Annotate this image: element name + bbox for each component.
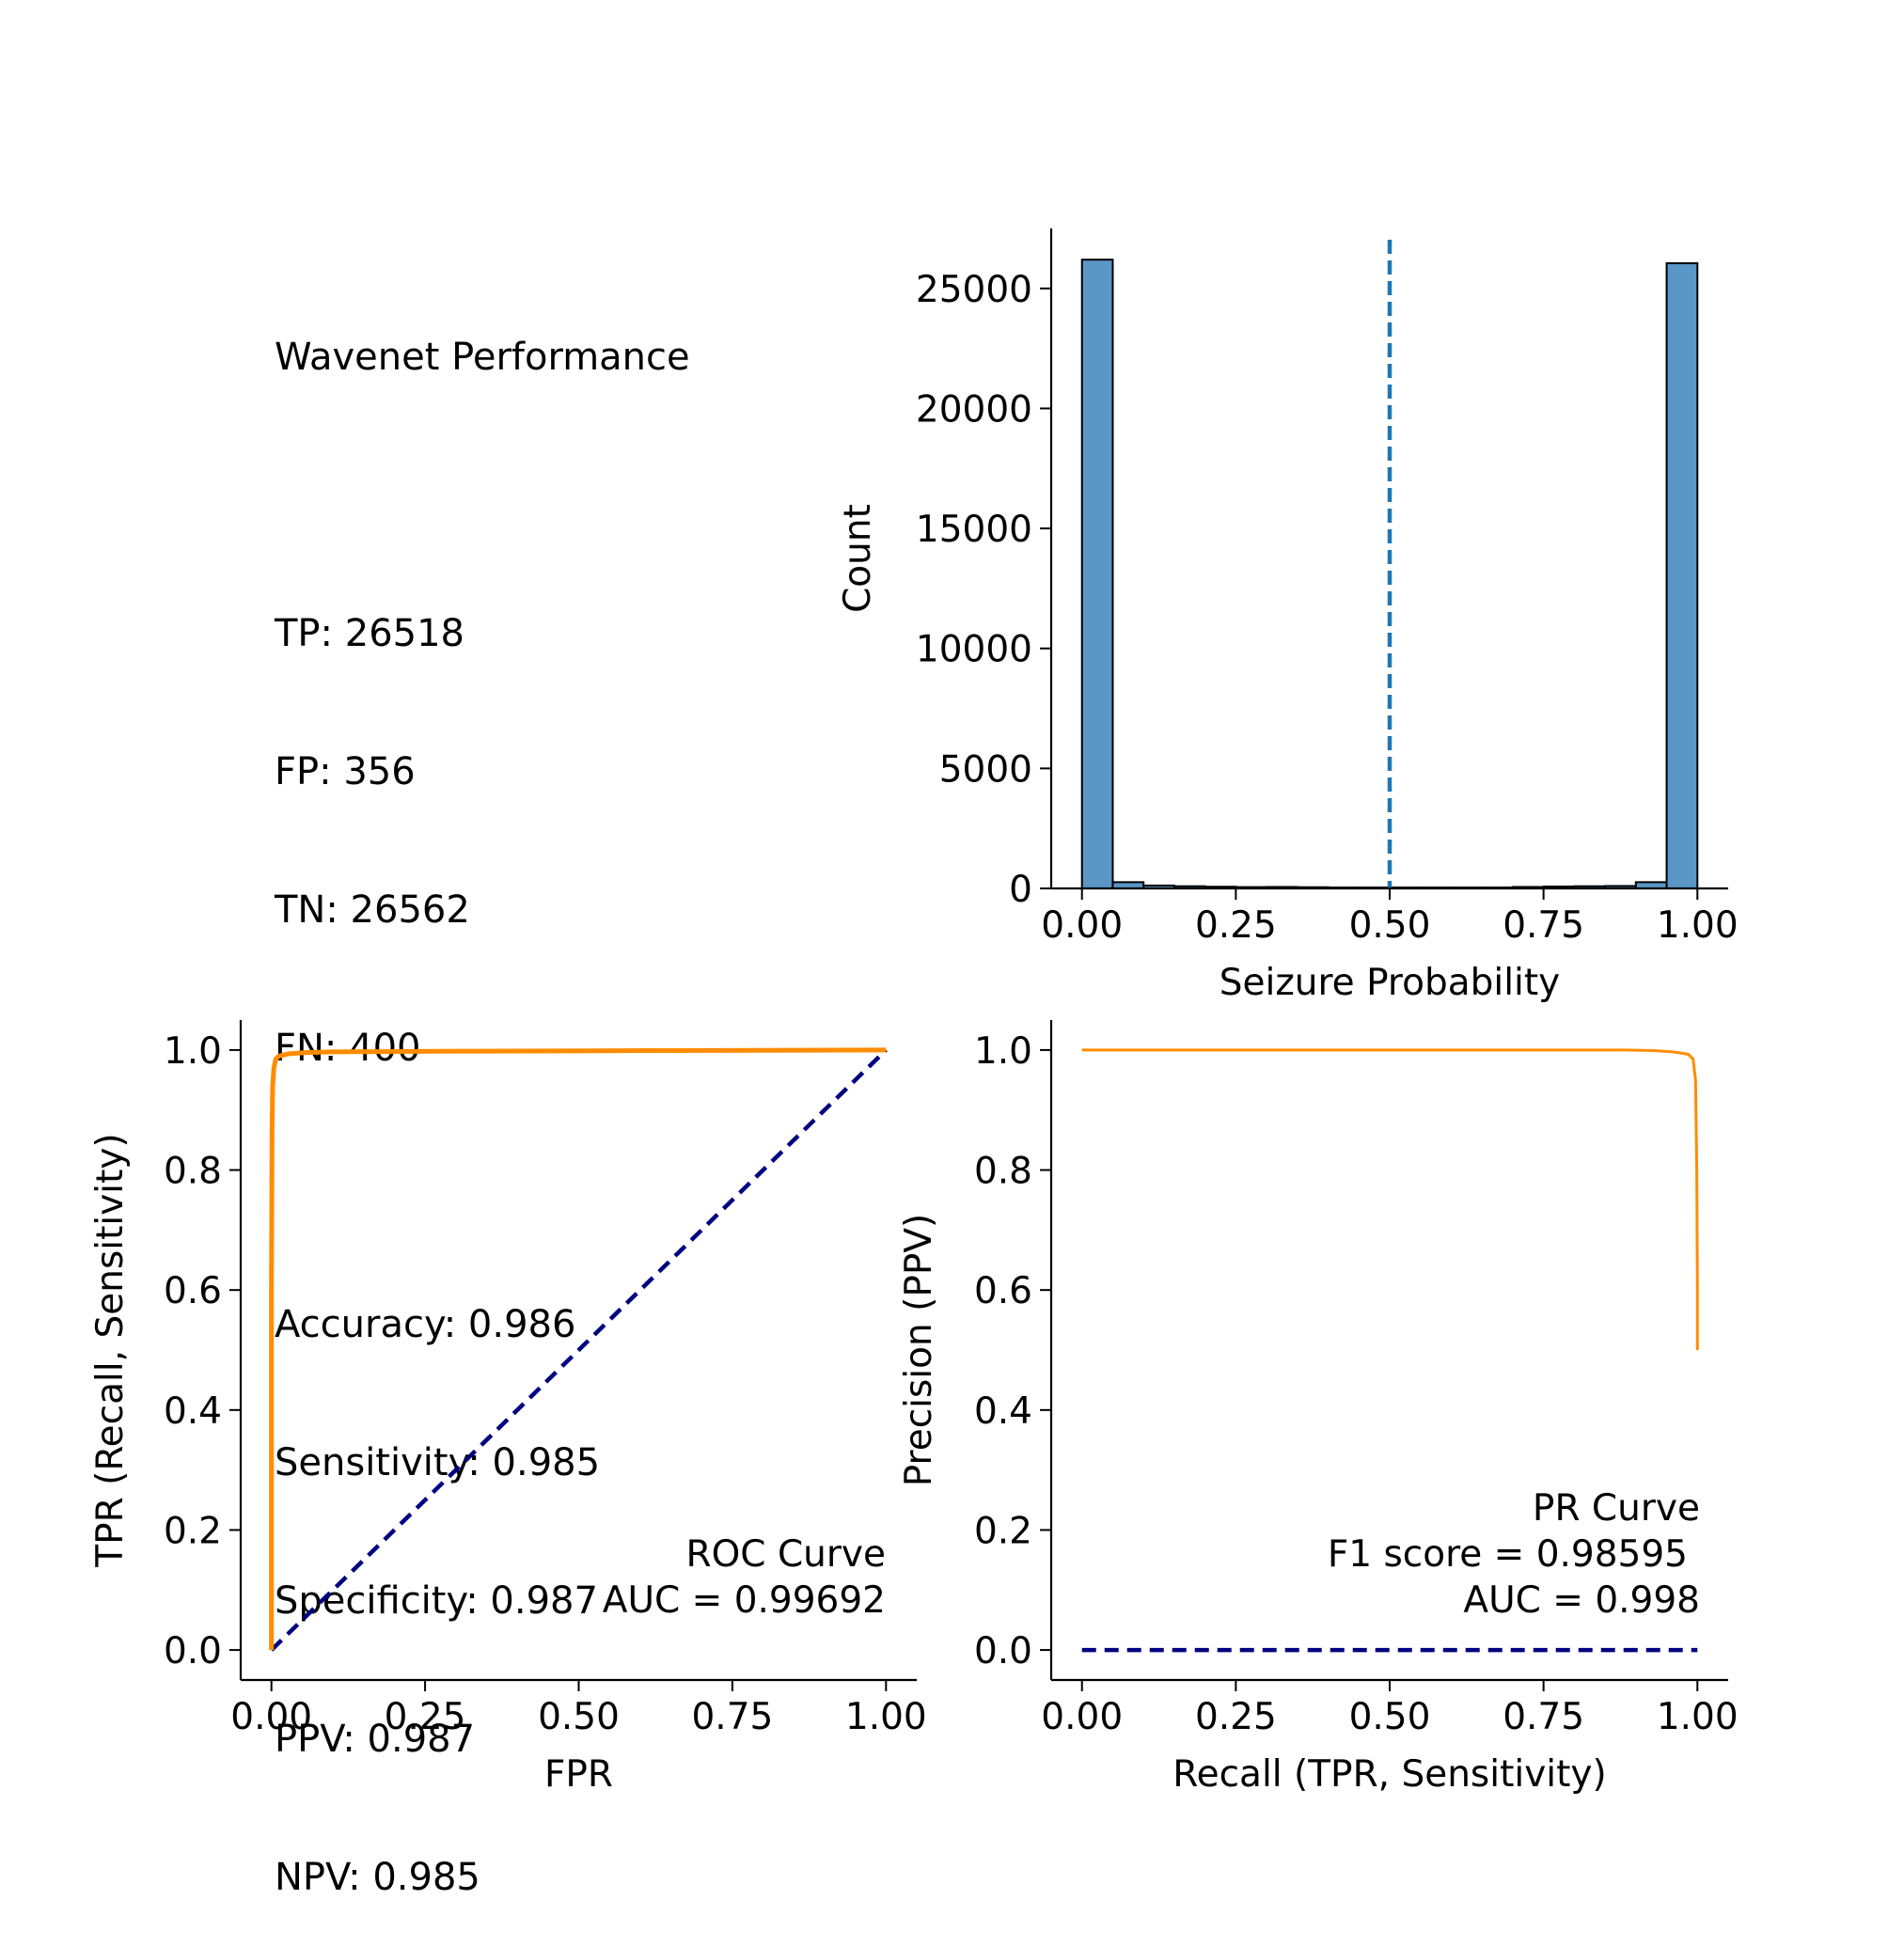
histogram-x-tick-label: 0.50: [1349, 904, 1431, 947]
stat-tn: TN: 26562: [275, 888, 470, 932]
histogram-x-tick-label: 0.75: [1503, 904, 1584, 947]
pr-x-tick-label: 0.25: [1195, 1696, 1277, 1738]
roc-y-tick-label: 0.4: [164, 1390, 222, 1433]
roc-x-tick-label: 1.00: [845, 1696, 927, 1738]
histogram-y-tick-label: 20000: [916, 388, 1032, 431]
histogram-x-tick-label: 0.00: [1041, 904, 1123, 947]
pr-x-tick-label: 0.50: [1349, 1696, 1431, 1738]
roc-annotation-title: ROC Curve: [686, 1533, 886, 1576]
roc-x-tick-label: 0.00: [230, 1696, 312, 1738]
histogram-y-tick-label: 10000: [916, 629, 1032, 671]
pr-y-tick-label: 0.8: [974, 1151, 1032, 1193]
roc-y-tick-label: 0.8: [164, 1151, 222, 1193]
roc-chance-line: [270, 1048, 888, 1652]
histogram-x-tick-label: 0.25: [1195, 904, 1277, 947]
pr-y-tick-label: 0.4: [974, 1390, 1032, 1433]
pr-x-tick-label: 0.75: [1503, 1696, 1584, 1738]
stat-fp: FP: 356: [275, 750, 416, 793]
pr-annotation-auc: AUC = 0.998: [1463, 1579, 1700, 1622]
stats-panel: Wavenet Performance TP: 26518 FP: 356 TN…: [275, 243, 690, 1947]
pr-x-axis-label: Recall (TPR, Sensitivity): [1172, 1753, 1606, 1796]
roc-curve: [269, 1047, 887, 1651]
pr-y-tick-label: 0.2: [974, 1510, 1032, 1552]
pr-curve: [1081, 1048, 1699, 1350]
roc-x-tick-label: 0.75: [691, 1696, 773, 1738]
stats-title: Wavenet Performance: [275, 336, 690, 379]
stat-sensitivity: Sensitivity: 0.985: [275, 1441, 601, 1484]
roc-y-tick-label: 0.0: [164, 1630, 222, 1672]
histogram-x-axis-label: Seizure Probability: [1220, 962, 1561, 1004]
stat-npv: NPV: 0.985: [275, 1856, 480, 1899]
roc-x-tick-label: 0.25: [385, 1696, 466, 1738]
histogram-y-axis-label: Count: [837, 504, 879, 613]
figure: 0.00 0.25 0.50 0.75 1.00 0 5000 10000 15000 20000…: [89, 228, 1739, 1796]
stat-fn: FN: 400: [275, 1027, 421, 1070]
pr-y-axis-label: Precision (PPV): [898, 1214, 940, 1487]
pr-annotation-title: PR Curve: [1533, 1487, 1700, 1530]
histogram-bar: [1080, 259, 1114, 890]
stat-accuracy: Accuracy: 0.986: [275, 1303, 576, 1346]
roc-y-tick-label: 0.6: [164, 1270, 222, 1312]
stat-tp: TP: 26518: [275, 612, 464, 655]
pr-x-tick-label: 0.00: [1041, 1696, 1123, 1738]
histogram-x-tick-label: 1.00: [1657, 904, 1739, 947]
histogram-y-tick-label: 0: [1009, 869, 1032, 911]
roc-y-tick-label: 0.2: [164, 1510, 222, 1552]
pr-x-tick-label: 1.00: [1657, 1696, 1739, 1738]
pr-y-tick-label: 1.0: [974, 1030, 1032, 1073]
stat-ppv: PPV: 0.987: [275, 1718, 476, 1761]
roc-y-axis-label: TPR (Recall, Sensitivity): [89, 1133, 132, 1567]
roc-y-tick-label: 1.0: [164, 1030, 222, 1073]
histogram-y-tick-label: 15000: [916, 509, 1032, 551]
pr-y-tick-label: 0.0: [974, 1630, 1032, 1672]
histogram-y-tick-label: 25000: [916, 269, 1032, 311]
pr-y-tick-label: 0.6: [974, 1270, 1032, 1312]
histogram-bar: [1665, 262, 1699, 890]
histogram-y-tick-label: 5000: [939, 748, 1032, 791]
pr-annotation-f1: F1 score = 0.98595: [1328, 1533, 1688, 1576]
roc-x-axis-label: FPR: [544, 1753, 613, 1796]
roc-x-tick-label: 0.50: [538, 1696, 620, 1738]
roc-annotation-auc: AUC = 0.99692: [603, 1579, 886, 1622]
